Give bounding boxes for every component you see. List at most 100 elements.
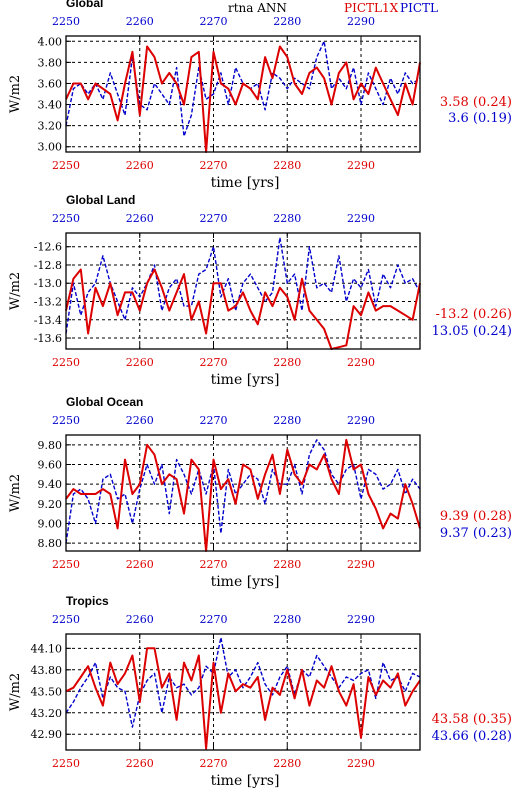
y-tick-label: 3.40 bbox=[38, 99, 63, 112]
stat-pictl1x: 9.39 (0.28) bbox=[440, 509, 512, 524]
plot-frame bbox=[65, 434, 421, 552]
x-tick-label-bottom: 2290 bbox=[347, 757, 375, 770]
x-tick-label-top: 2270 bbox=[200, 414, 228, 427]
y-tick-label: 9.60 bbox=[38, 458, 63, 471]
x-axis-label: time [yrs] bbox=[211, 372, 280, 388]
x-tick-label-bottom: 2250 bbox=[52, 757, 80, 770]
chart-panel-3: Tropics 2250 2250 2260 2260 2270 2270 2280 2280 2… bbox=[8, 594, 512, 789]
x-tick-label-bottom: 2270 bbox=[200, 558, 228, 571]
y-tick-label: 8.80 bbox=[38, 537, 63, 550]
legend-exp1: PICTL1X bbox=[344, 1, 399, 15]
x-tick-label-bottom: 2280 bbox=[273, 159, 301, 172]
x-tick-label-bottom: 2270 bbox=[200, 356, 228, 369]
y-tick-label: 3.20 bbox=[38, 120, 63, 133]
series-line-pictl1x bbox=[65, 268, 421, 350]
x-tick-label-bottom: 2270 bbox=[200, 757, 228, 770]
x-tick-label-bottom: 2250 bbox=[52, 159, 80, 172]
x-axis-label: time [yrs] bbox=[211, 773, 280, 789]
y-tick-label: 43.50 bbox=[31, 685, 63, 698]
x-tick-label-bottom: 2290 bbox=[347, 558, 375, 571]
y-tick-label: 4.00 bbox=[38, 35, 63, 48]
x-tick-label-top: 2280 bbox=[273, 15, 301, 28]
x-tick-label-top: 2290 bbox=[347, 613, 375, 626]
series-line-pictl bbox=[65, 40, 421, 137]
x-tick-label-bottom: 2250 bbox=[52, 558, 80, 571]
y-tick-label: -12.8 bbox=[34, 259, 62, 272]
panel-title: Global Land bbox=[66, 193, 135, 207]
legend-exp2: PICTL bbox=[400, 1, 438, 15]
panel-title: Global bbox=[66, 0, 103, 10]
y-axis-label: W/m2 bbox=[8, 272, 23, 310]
x-tick-label-top: 2250 bbox=[52, 613, 80, 626]
x-tick-label-bottom: 2260 bbox=[126, 558, 154, 571]
y-tick-label: 9.00 bbox=[38, 517, 63, 530]
x-tick-label-bottom: 2280 bbox=[273, 558, 301, 571]
x-tick-label-top: 2280 bbox=[273, 414, 301, 427]
chart-panel-1: Global Land 2250 2250 2260 2260 2270 2270 2280 2… bbox=[8, 193, 512, 388]
y-axis-label: W/m2 bbox=[8, 474, 23, 512]
y-tick-label: 44.10 bbox=[31, 642, 63, 655]
stat-pictl1x: -13.2 (0.26) bbox=[435, 307, 512, 322]
stat-pictl: 9.37 (0.23) bbox=[440, 526, 512, 541]
y-tick-label: -13.4 bbox=[34, 314, 62, 327]
plot-frame bbox=[65, 35, 421, 153]
x-axis-label: time [yrs] bbox=[211, 574, 280, 590]
stat-pictl: 3.6 (0.19) bbox=[448, 111, 512, 126]
y-axis-label: W/m2 bbox=[8, 75, 23, 113]
y-tick-label: -13.0 bbox=[34, 277, 62, 290]
plot-frame bbox=[65, 232, 421, 350]
x-tick-label-bottom: 2280 bbox=[273, 356, 301, 369]
series-line-pictl bbox=[65, 236, 421, 334]
x-tick-label-top: 2290 bbox=[347, 212, 375, 225]
x-tick-label-top: 2260 bbox=[126, 414, 154, 427]
x-tick-label-bottom: 2260 bbox=[126, 356, 154, 369]
y-tick-label: 9.40 bbox=[38, 478, 63, 491]
chart-panel-2: Global Ocean 2250 2250 2260 2260 2270 2270 2280… bbox=[8, 395, 512, 590]
y-tick-label: -12.6 bbox=[34, 241, 62, 254]
x-tick-label-top: 2290 bbox=[347, 15, 375, 28]
y-tick-label: 42.90 bbox=[31, 728, 63, 741]
x-tick-label-bottom: 2290 bbox=[347, 356, 375, 369]
x-tick-label-bottom: 2260 bbox=[126, 757, 154, 770]
x-tick-label-top: 2250 bbox=[52, 15, 80, 28]
series-line-pictl1x bbox=[65, 45, 421, 153]
x-tick-label-top: 2260 bbox=[126, 613, 154, 626]
panel-title: Global Ocean bbox=[66, 395, 143, 409]
x-tick-label-bottom: 2280 bbox=[273, 757, 301, 770]
y-tick-label: 9.20 bbox=[38, 498, 63, 511]
x-tick-label-bottom: 2270 bbox=[200, 159, 228, 172]
y-tick-label: 3.60 bbox=[38, 77, 63, 90]
x-tick-label-top: 2270 bbox=[200, 212, 228, 225]
stat-pictl1x: 3.58 (0.24) bbox=[440, 95, 512, 110]
y-tick-label: 43.20 bbox=[31, 707, 63, 720]
y-tick-label: 9.80 bbox=[38, 439, 63, 452]
x-axis-label: time [yrs] bbox=[211, 175, 280, 191]
y-tick-label: -13.6 bbox=[34, 332, 62, 345]
x-tick-label-bottom: 2290 bbox=[347, 159, 375, 172]
series-line-pictl1x bbox=[65, 647, 421, 750]
x-tick-label-top: 2280 bbox=[273, 613, 301, 626]
stat-pictl: 43.66 (0.28) bbox=[432, 729, 512, 744]
x-tick-label-top: 2290 bbox=[347, 414, 375, 427]
x-tick-label-top: 2260 bbox=[126, 212, 154, 225]
x-tick-label-top: 2260 bbox=[126, 15, 154, 28]
x-tick-label-bottom: 2250 bbox=[52, 356, 80, 369]
x-tick-label-top: 2270 bbox=[200, 15, 228, 28]
y-axis-label: W/m2 bbox=[8, 673, 23, 711]
x-tick-label-top: 2250 bbox=[52, 212, 80, 225]
series-line-pictl1x bbox=[65, 438, 421, 552]
stat-pictl: 13.05 (0.24) bbox=[432, 324, 512, 339]
x-tick-label-top: 2280 bbox=[273, 212, 301, 225]
series-line-pictl bbox=[65, 636, 421, 728]
y-tick-label: 3.80 bbox=[38, 56, 63, 69]
panel-title: Tropics bbox=[66, 594, 109, 608]
stat-pictl1x: 43.58 (0.35) bbox=[432, 712, 512, 727]
x-tick-label-bottom: 2260 bbox=[126, 159, 154, 172]
y-tick-label: -13.2 bbox=[34, 296, 62, 309]
plot-frame bbox=[65, 633, 421, 751]
x-tick-label-top: 2250 bbox=[52, 414, 80, 427]
variable-title: rtna ANN bbox=[228, 1, 287, 15]
y-tick-label: 43.80 bbox=[31, 664, 63, 677]
chart-panel-0: Global 2250 2250 2260 2260 2270 2270 2280 2280 22… bbox=[8, 0, 512, 191]
